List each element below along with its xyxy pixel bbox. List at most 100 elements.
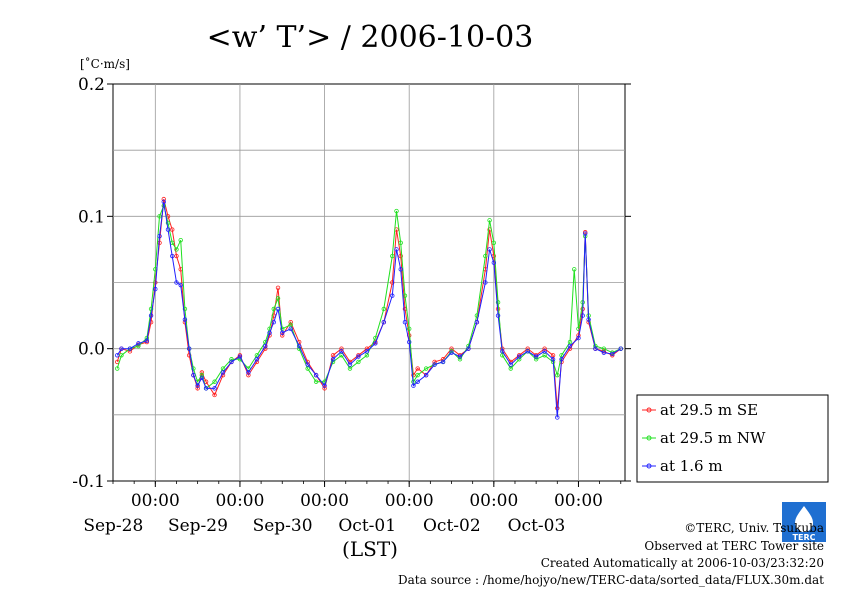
series-2-point: [381, 306, 387, 312]
series-1-point: [398, 253, 403, 259]
series-3-point: [550, 357, 556, 362]
series-3-point: [500, 349, 505, 354]
series-3-point: [115, 353, 120, 358]
series-3-point: [491, 260, 497, 265]
y-axis: 0.2 0.1 0.0 -0.1: [72, 75, 631, 492]
series-3-point: [508, 362, 513, 367]
series-3-point: [449, 350, 454, 355]
series-3-point: [567, 343, 573, 349]
series-3-point: [402, 320, 408, 325]
series-2-point: [572, 267, 577, 272]
series-2-point: [275, 296, 281, 301]
series-3-point: [580, 313, 585, 318]
series-1-point: [542, 346, 547, 351]
series-1-point: [432, 359, 437, 365]
series-2-point: [487, 218, 492, 223]
series-3-point: [483, 280, 488, 285]
series-3-point: [339, 349, 344, 354]
series-3-point: [212, 386, 217, 391]
chart-title: <w’ T’> / 2006-10-03: [207, 20, 534, 55]
series-2-point: [119, 353, 124, 358]
series-3-point: [601, 350, 607, 355]
series-3-point: [263, 343, 268, 349]
series-2-point: [398, 240, 403, 245]
series-3-point: [296, 343, 302, 349]
series-3-point: [356, 354, 361, 359]
x-tick-date-label: Oct-03: [508, 516, 566, 536]
series-2-point: [491, 240, 497, 245]
x-tick-date-label: Sep-28: [83, 516, 143, 536]
y-tick-label: 0.1: [78, 207, 105, 227]
series-2-point: [394, 208, 399, 214]
series-1-point: [174, 253, 179, 259]
series-3-point: [495, 313, 501, 318]
x-axis-label: (LST): [342, 537, 398, 561]
series-3-point: [178, 282, 183, 288]
series-3-point: [432, 362, 437, 367]
x-tick-time-label: 00:00: [131, 491, 180, 511]
series-3-point: [525, 349, 530, 354]
series-3-point: [457, 354, 463, 359]
x-tick-date-label: Sep-30: [253, 516, 313, 536]
series-1-point: [322, 386, 327, 391]
y-tick-label: 0.2: [78, 75, 105, 95]
series-3-point: [373, 341, 378, 346]
series-3-point: [555, 415, 560, 420]
y-tick-label: 0.0: [78, 340, 105, 360]
series-3-point: [229, 359, 234, 365]
series-3-point: [466, 346, 471, 351]
series-3-point: [364, 349, 370, 354]
x-axis: 00:00 Sep-28 00:00 Sep-29 00:00 Sep-30 00:00 Oc…: [83, 481, 622, 536]
series-3-point: [347, 362, 353, 367]
series-3-point: [144, 338, 150, 343]
series-2-point: [356, 359, 361, 365]
credit-created: Created Automatically at 2006-10-03/23:3…: [540, 556, 824, 570]
series-1-point: [288, 320, 293, 325]
series-3-point: [394, 247, 399, 252]
y-tick-label: -0.1: [72, 472, 105, 492]
legend-label: at 1.6 m: [660, 457, 723, 475]
series-3-point: [271, 320, 276, 325]
series-1-point: [339, 346, 344, 351]
series-3-point: [288, 326, 293, 332]
legend-swatch-marker: [646, 407, 652, 413]
x-tick-time-label: 00:00: [215, 491, 264, 511]
series-2-point: [157, 214, 162, 219]
series-3-point: [186, 346, 192, 351]
legend: at 29.5 m SE at 29.5 m NW at 1.6 m: [636, 394, 829, 483]
series-3-point: [576, 335, 581, 341]
series-3-point: [165, 227, 171, 232]
series-3-point: [237, 354, 243, 359]
x-tick-time-label: 00:00: [554, 491, 603, 511]
series-2-point: [212, 379, 217, 384]
x-tick-date-label: Oct-01: [338, 516, 396, 536]
series-1-point: [170, 227, 175, 232]
series-1-point: [555, 406, 560, 411]
series-3-point: [411, 383, 416, 388]
logo-text: TERC: [793, 533, 816, 542]
series-2-point: [136, 343, 141, 349]
series-2-point: [390, 253, 395, 259]
series-3-point: [440, 359, 446, 365]
series-3-point: [148, 313, 154, 318]
series-3-point: [322, 383, 327, 388]
series-3-point: [559, 357, 564, 362]
series-3-point: [191, 372, 196, 378]
credit-site: Observed at TERC Tower site: [644, 539, 824, 553]
legend-box: [636, 394, 829, 483]
series-1-point: [364, 346, 370, 351]
x-tick-date-label: Sep-29: [168, 516, 228, 536]
series-3-point: [127, 346, 133, 351]
series-3-point: [280, 330, 285, 335]
series-2-point: [313, 379, 319, 384]
series-3-point: [542, 349, 547, 354]
series-3-point: [583, 231, 588, 236]
series-1-point: [525, 346, 530, 351]
series-3-point: [610, 351, 615, 357]
terc-logo: TERC: [782, 502, 826, 542]
series-3-point: [254, 357, 260, 362]
series-3-point: [267, 330, 272, 335]
series-3-point: [586, 317, 591, 322]
series-3-point: [220, 370, 226, 375]
